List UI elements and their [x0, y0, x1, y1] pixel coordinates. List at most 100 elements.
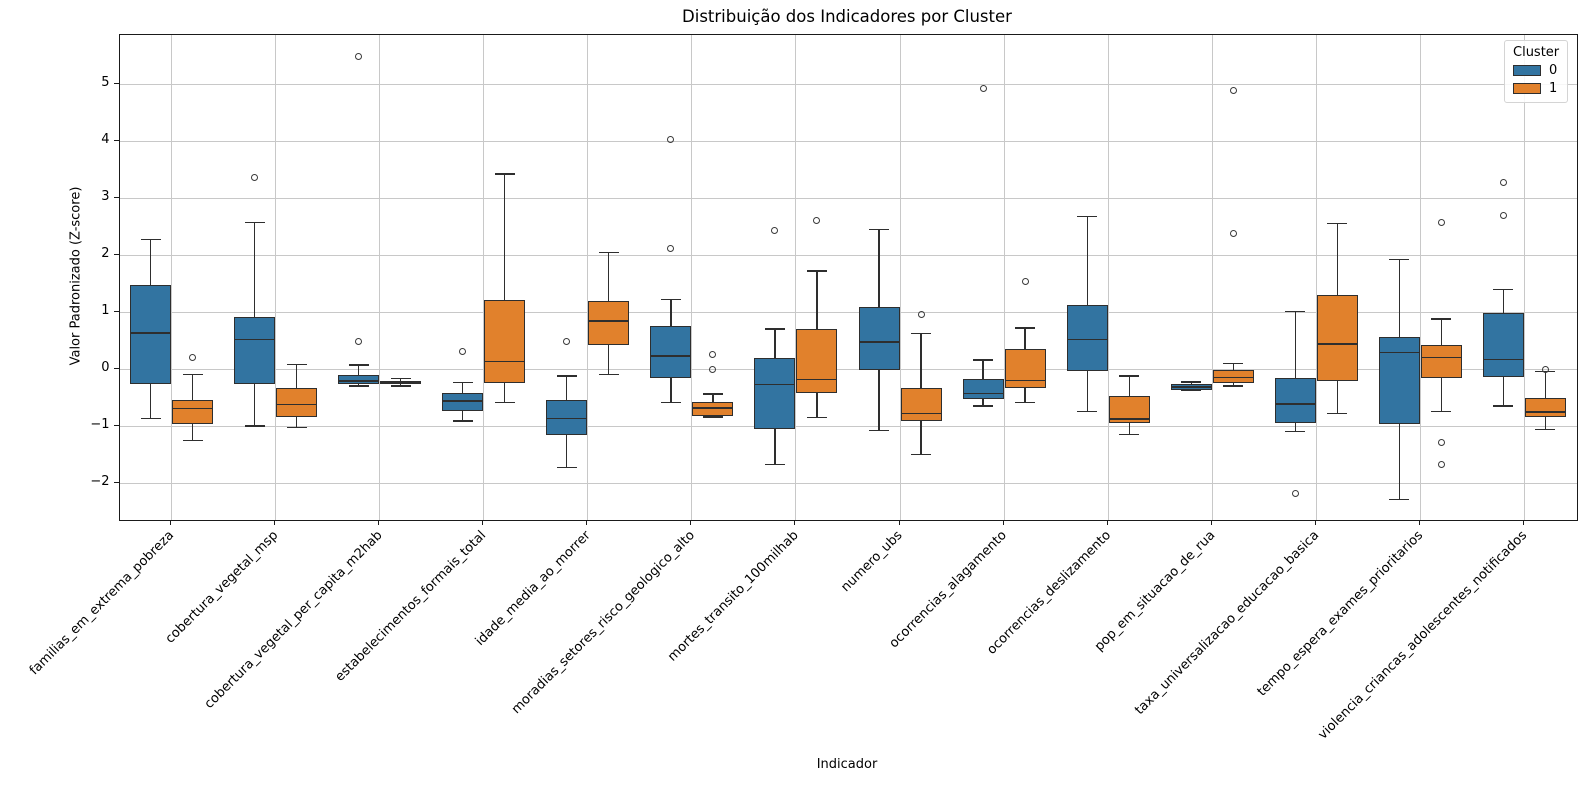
v-gridline	[1107, 34, 1109, 520]
whisker-cap-lower	[556, 466, 577, 469]
outlier-point	[709, 350, 717, 358]
median-line	[1212, 376, 1254, 379]
h-gridline	[119, 197, 1577, 199]
whisker-lower	[1336, 381, 1338, 414]
legend-title: Cluster	[1513, 45, 1560, 60]
whisker-upper	[1086, 216, 1088, 305]
whisker-cap-lower	[660, 402, 681, 404]
box-body	[1066, 304, 1108, 372]
outlier-point	[189, 354, 197, 362]
x-tick-label: moradias_setores_risco_geologico_alto	[508, 527, 698, 717]
x-tick-label: pop_em_situacao_de_rua	[1091, 527, 1218, 654]
h-gridline	[119, 311, 1577, 313]
whisker-cap-upper	[244, 221, 265, 224]
whisker-upper	[670, 299, 672, 327]
x-tick-label: idade_media_ao_morrer	[472, 527, 594, 649]
outlier-point	[667, 245, 675, 253]
whisker-cap-upper	[1389, 258, 1410, 261]
x-tick	[586, 519, 588, 525]
whisker-cap-lower	[702, 416, 723, 418]
whisker-cap-upper	[494, 173, 515, 175]
median-line	[338, 380, 380, 382]
whisker-cap-upper	[806, 270, 827, 272]
whisker-lower	[566, 435, 568, 468]
whisker-cap-upper	[702, 393, 723, 395]
y-tick-label: 5	[101, 75, 110, 91]
x-tick	[170, 519, 172, 525]
outlier-point	[813, 216, 821, 224]
x-tick	[274, 519, 276, 525]
x-tick-label: familias_em_extrema_pobreza	[26, 527, 178, 678]
whisker-upper	[149, 239, 152, 286]
y-tick	[113, 139, 119, 141]
whisker-cap-upper	[1431, 318, 1452, 320]
outlier-point	[1291, 490, 1299, 498]
whisker-upper	[816, 271, 818, 329]
v-gridline	[691, 34, 693, 520]
legend-entry-label: 1	[1549, 81, 1558, 96]
whisker-lower	[295, 417, 298, 428]
box-body	[1420, 344, 1462, 378]
whisker-lower	[816, 392, 818, 418]
median-line	[650, 355, 692, 357]
y-tick	[113, 424, 119, 426]
box-body	[900, 387, 942, 421]
whisker-cap-lower	[140, 417, 161, 420]
outlier-point	[459, 348, 467, 356]
whisker-cap-upper	[973, 359, 994, 361]
outlier-point	[1437, 218, 1445, 226]
whisker-upper	[608, 252, 610, 301]
whisker-upper	[1544, 371, 1547, 399]
whisker-cap-lower	[1077, 410, 1098, 412]
whisker-cap-lower	[452, 420, 473, 422]
y-tick-label: 2	[101, 246, 110, 262]
box-body	[1108, 395, 1150, 423]
median-line	[1482, 358, 1524, 361]
y-tick-label: −2	[90, 474, 110, 490]
x-tick	[1418, 519, 1420, 525]
whisker-cap-lower	[494, 402, 515, 404]
whisker-cap-upper	[1119, 375, 1140, 377]
box-body	[754, 358, 796, 430]
whisker-cap-lower	[348, 385, 369, 387]
whisker-cap-upper	[660, 298, 681, 301]
whisker-cap-upper	[452, 382, 473, 384]
legend-swatch	[1513, 83, 1541, 94]
whisker-lower	[149, 383, 152, 419]
v-gridline	[1523, 34, 1525, 520]
h-gridline	[119, 254, 1577, 256]
whisker-lower	[1086, 371, 1088, 412]
box-body	[1378, 336, 1420, 424]
outlier-point	[1021, 278, 1029, 286]
whisker-cap-upper	[348, 364, 369, 366]
h-gridline	[119, 482, 1577, 484]
whisker-cap-upper	[1181, 381, 1202, 383]
whisker-lower	[358, 384, 360, 387]
legend: Cluster 0 1	[1504, 40, 1569, 103]
outlier-point	[355, 337, 363, 345]
whisker-upper	[1336, 223, 1338, 295]
whisker-upper	[400, 378, 402, 381]
median-line	[172, 407, 214, 410]
h-gridline	[119, 83, 1577, 85]
whisker-cap-lower	[911, 453, 932, 456]
whisker-upper	[878, 229, 880, 307]
box-body	[796, 328, 838, 393]
outlier-point	[355, 52, 363, 60]
outlier-point	[917, 310, 925, 318]
box-body	[962, 379, 1004, 400]
whisker-cap-upper	[182, 373, 203, 375]
whisker-lower	[1232, 382, 1234, 387]
whisker-upper	[774, 329, 776, 359]
x-tick-label: cobertura_vegetal_msp	[162, 527, 282, 647]
x-tick-label: ocorrencias_alagamento	[886, 527, 1010, 651]
box-body	[442, 392, 484, 412]
whisker-lower	[1502, 377, 1505, 407]
whisker-cap-lower	[869, 429, 890, 432]
y-tick-label: −1	[90, 417, 110, 433]
whisker-cap-lower	[390, 385, 411, 387]
y-tick	[113, 196, 119, 198]
median-line	[1524, 410, 1566, 413]
whisker-cap-lower	[1285, 431, 1306, 433]
outlier-point	[563, 337, 571, 345]
